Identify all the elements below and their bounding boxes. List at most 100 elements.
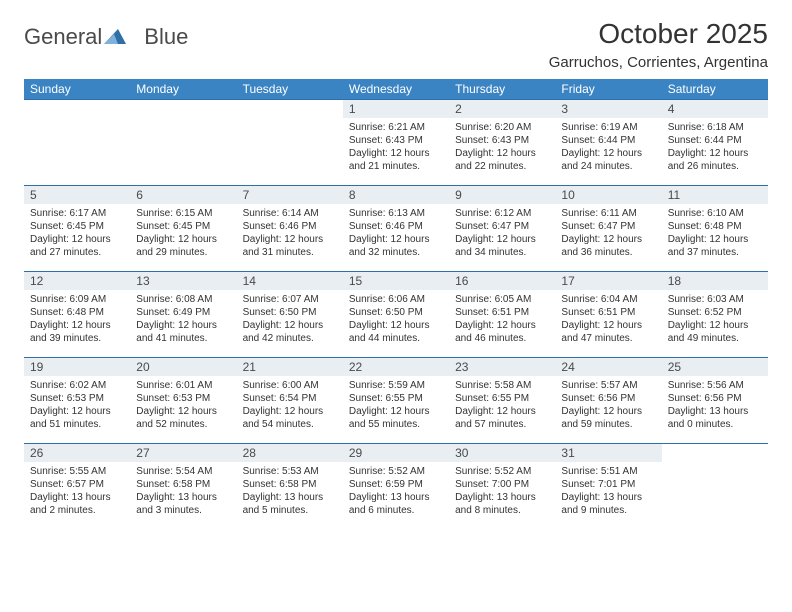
day-number: 15 bbox=[343, 272, 449, 290]
calendar-day-cell: 12Sunrise: 6:09 AMSunset: 6:48 PMDayligh… bbox=[24, 272, 130, 358]
day-detail-line: Sunset: 6:57 PM bbox=[30, 478, 124, 491]
day-detail-line: Daylight: 13 hours bbox=[561, 491, 655, 504]
calendar-day-cell: 24Sunrise: 5:57 AMSunset: 6:56 PMDayligh… bbox=[555, 358, 661, 444]
day-detail-line: Sunrise: 6:08 AM bbox=[136, 293, 230, 306]
day-detail-line: Sunrise: 6:01 AM bbox=[136, 379, 230, 392]
day-detail-line: Sunset: 6:56 PM bbox=[561, 392, 655, 405]
day-detail-line: Daylight: 13 hours bbox=[136, 491, 230, 504]
day-number: 25 bbox=[662, 358, 768, 376]
day-detail-line: and 21 minutes. bbox=[349, 160, 443, 173]
day-details: Sunrise: 5:54 AMSunset: 6:58 PMDaylight:… bbox=[130, 462, 236, 521]
day-detail-line: Sunset: 6:53 PM bbox=[136, 392, 230, 405]
day-detail-line: Sunset: 6:55 PM bbox=[455, 392, 549, 405]
day-detail-line: Sunrise: 6:13 AM bbox=[349, 207, 443, 220]
day-detail-line: Sunrise: 6:19 AM bbox=[561, 121, 655, 134]
day-detail-line: Sunset: 6:52 PM bbox=[668, 306, 762, 319]
day-detail-line: and 52 minutes. bbox=[136, 418, 230, 431]
day-detail-line: Daylight: 12 hours bbox=[455, 147, 549, 160]
day-detail-line: Daylight: 12 hours bbox=[136, 405, 230, 418]
day-details: Sunrise: 5:58 AMSunset: 6:55 PMDaylight:… bbox=[449, 376, 555, 435]
weekday-header-row: Sunday Monday Tuesday Wednesday Thursday… bbox=[24, 79, 768, 100]
calendar-day-cell: 4Sunrise: 6:18 AMSunset: 6:44 PMDaylight… bbox=[662, 100, 768, 186]
calendar-day-cell: 8Sunrise: 6:13 AMSunset: 6:46 PMDaylight… bbox=[343, 186, 449, 272]
day-detail-line: Sunset: 6:55 PM bbox=[349, 392, 443, 405]
day-detail-line: Sunset: 6:50 PM bbox=[243, 306, 337, 319]
day-details: Sunrise: 5:53 AMSunset: 6:58 PMDaylight:… bbox=[237, 462, 343, 521]
day-detail-line: and 57 minutes. bbox=[455, 418, 549, 431]
day-number: 31 bbox=[555, 444, 661, 462]
day-number: 17 bbox=[555, 272, 661, 290]
day-detail-line: Sunset: 6:53 PM bbox=[30, 392, 124, 405]
day-detail-line: and 22 minutes. bbox=[455, 160, 549, 173]
day-detail-line: and 54 minutes. bbox=[243, 418, 337, 431]
calendar-day-cell: 14Sunrise: 6:07 AMSunset: 6:50 PMDayligh… bbox=[237, 272, 343, 358]
calendar-day-cell: 20Sunrise: 6:01 AMSunset: 6:53 PMDayligh… bbox=[130, 358, 236, 444]
day-detail-line: and 59 minutes. bbox=[561, 418, 655, 431]
day-detail-line: Daylight: 12 hours bbox=[455, 319, 549, 332]
day-detail-line: Sunrise: 6:05 AM bbox=[455, 293, 549, 306]
day-detail-line: Daylight: 12 hours bbox=[349, 233, 443, 246]
day-detail-line: Sunrise: 6:12 AM bbox=[455, 207, 549, 220]
day-detail-line: Daylight: 12 hours bbox=[455, 233, 549, 246]
day-detail-line: Sunrise: 5:52 AM bbox=[455, 465, 549, 478]
day-detail-line: Daylight: 12 hours bbox=[30, 405, 124, 418]
day-detail-line: Daylight: 12 hours bbox=[668, 319, 762, 332]
calendar-table: Sunday Monday Tuesday Wednesday Thursday… bbox=[24, 79, 768, 530]
day-details: Sunrise: 6:18 AMSunset: 6:44 PMDaylight:… bbox=[662, 118, 768, 177]
calendar-day-cell: 18Sunrise: 6:03 AMSunset: 6:52 PMDayligh… bbox=[662, 272, 768, 358]
day-detail-line: Sunrise: 6:04 AM bbox=[561, 293, 655, 306]
day-detail-line: and 44 minutes. bbox=[349, 332, 443, 345]
day-details: Sunrise: 6:12 AMSunset: 6:47 PMDaylight:… bbox=[449, 204, 555, 263]
day-detail-line: and 2 minutes. bbox=[30, 504, 124, 517]
day-detail-line: Daylight: 12 hours bbox=[349, 319, 443, 332]
calendar-week-row: 26Sunrise: 5:55 AMSunset: 6:57 PMDayligh… bbox=[24, 444, 768, 530]
brand-logo: General Blue bbox=[24, 24, 188, 50]
day-detail-line: Daylight: 13 hours bbox=[30, 491, 124, 504]
day-details: Sunrise: 5:57 AMSunset: 6:56 PMDaylight:… bbox=[555, 376, 661, 435]
calendar-week-row: 1Sunrise: 6:21 AMSunset: 6:43 PMDaylight… bbox=[24, 100, 768, 186]
day-number: 11 bbox=[662, 186, 768, 204]
day-details: Sunrise: 6:01 AMSunset: 6:53 PMDaylight:… bbox=[130, 376, 236, 435]
calendar-week-row: 5Sunrise: 6:17 AMSunset: 6:45 PMDaylight… bbox=[24, 186, 768, 272]
day-details: Sunrise: 6:19 AMSunset: 6:44 PMDaylight:… bbox=[555, 118, 661, 177]
day-detail-line: Sunset: 6:58 PM bbox=[136, 478, 230, 491]
day-detail-line: and 39 minutes. bbox=[30, 332, 124, 345]
day-detail-line: Daylight: 13 hours bbox=[455, 491, 549, 504]
calendar-day-cell: 11Sunrise: 6:10 AMSunset: 6:48 PMDayligh… bbox=[662, 186, 768, 272]
brand-word2: Blue bbox=[144, 24, 188, 50]
calendar-day-cell: 2Sunrise: 6:20 AMSunset: 6:43 PMDaylight… bbox=[449, 100, 555, 186]
day-details: Sunrise: 6:06 AMSunset: 6:50 PMDaylight:… bbox=[343, 290, 449, 349]
day-detail-line: and 0 minutes. bbox=[668, 418, 762, 431]
day-details: Sunrise: 6:03 AMSunset: 6:52 PMDaylight:… bbox=[662, 290, 768, 349]
day-detail-line: Sunset: 6:44 PM bbox=[668, 134, 762, 147]
day-details: Sunrise: 6:10 AMSunset: 6:48 PMDaylight:… bbox=[662, 204, 768, 263]
day-details: Sunrise: 6:07 AMSunset: 6:50 PMDaylight:… bbox=[237, 290, 343, 349]
weekday-header: Thursday bbox=[449, 79, 555, 100]
calendar-day-cell: 16Sunrise: 6:05 AMSunset: 6:51 PMDayligh… bbox=[449, 272, 555, 358]
day-detail-line: Sunset: 6:43 PM bbox=[349, 134, 443, 147]
day-number: 5 bbox=[24, 186, 130, 204]
calendar-day-cell: 7Sunrise: 6:14 AMSunset: 6:46 PMDaylight… bbox=[237, 186, 343, 272]
calendar-day-cell: 17Sunrise: 6:04 AMSunset: 6:51 PMDayligh… bbox=[555, 272, 661, 358]
day-detail-line: Daylight: 12 hours bbox=[243, 233, 337, 246]
day-detail-line: and 46 minutes. bbox=[455, 332, 549, 345]
day-detail-line: Daylight: 12 hours bbox=[561, 233, 655, 246]
day-detail-line: and 3 minutes. bbox=[136, 504, 230, 517]
day-number: 23 bbox=[449, 358, 555, 376]
day-details: Sunrise: 6:20 AMSunset: 6:43 PMDaylight:… bbox=[449, 118, 555, 177]
day-detail-line: Daylight: 12 hours bbox=[349, 405, 443, 418]
calendar-day-cell: 27Sunrise: 5:54 AMSunset: 6:58 PMDayligh… bbox=[130, 444, 236, 530]
header: General Blue October 2025 Garruchos, Cor… bbox=[24, 18, 768, 71]
day-detail-line: and 29 minutes. bbox=[136, 246, 230, 259]
calendar-day-cell: 29Sunrise: 5:52 AMSunset: 6:59 PMDayligh… bbox=[343, 444, 449, 530]
weekday-header: Monday bbox=[130, 79, 236, 100]
day-detail-line: Sunset: 6:47 PM bbox=[561, 220, 655, 233]
day-number: 8 bbox=[343, 186, 449, 204]
day-detail-line: Sunrise: 6:20 AM bbox=[455, 121, 549, 134]
day-detail-line: Sunset: 6:48 PM bbox=[30, 306, 124, 319]
calendar-week-row: 12Sunrise: 6:09 AMSunset: 6:48 PMDayligh… bbox=[24, 272, 768, 358]
calendar-day-cell: 13Sunrise: 6:08 AMSunset: 6:49 PMDayligh… bbox=[130, 272, 236, 358]
calendar-day-cell: 9Sunrise: 6:12 AMSunset: 6:47 PMDaylight… bbox=[449, 186, 555, 272]
day-detail-line: Sunrise: 6:02 AM bbox=[30, 379, 124, 392]
day-number: 3 bbox=[555, 100, 661, 118]
